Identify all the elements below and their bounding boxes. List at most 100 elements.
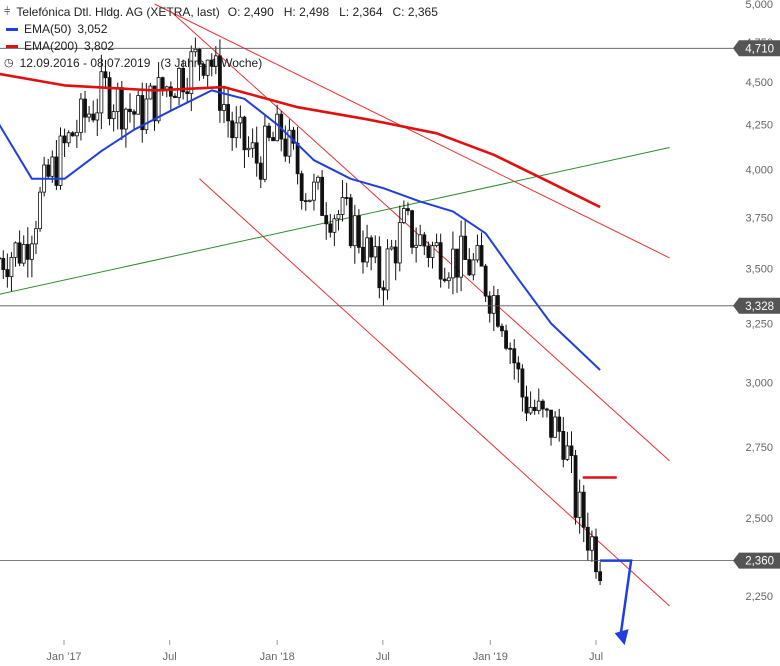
candle-body <box>152 85 157 122</box>
candle-body <box>66 132 71 144</box>
candle-body <box>520 368 525 398</box>
candle-body <box>581 491 586 528</box>
ema200-line <box>0 72 601 209</box>
level-badge-label: 4,710 <box>745 43 774 55</box>
candle-body <box>226 104 230 122</box>
candle-body <box>516 362 521 370</box>
candle-body <box>340 197 345 215</box>
candle <box>95 98 100 137</box>
candle-body <box>189 51 194 94</box>
candle <box>577 479 582 534</box>
candle <box>238 105 243 139</box>
candle-body <box>275 113 280 142</box>
candle <box>316 175 320 190</box>
arrow-head <box>614 629 629 646</box>
candle <box>1 250 6 280</box>
candle-body <box>13 242 18 258</box>
arrow-shaft <box>600 559 633 636</box>
candle <box>528 391 533 416</box>
instrument-name: Telefónica Dtl. Hldg. AG (XETRA, last) <box>16 5 220 19</box>
candle-body <box>262 125 267 180</box>
candle <box>275 104 280 142</box>
candle-body <box>491 295 496 314</box>
candle <box>324 202 329 240</box>
legend-ema50-row: EMA(50) 3,052 <box>4 21 438 38</box>
candle <box>320 170 325 217</box>
candle <box>504 324 508 351</box>
candle <box>168 81 173 112</box>
candle <box>262 113 267 183</box>
candle-body <box>303 200 308 203</box>
candle-body <box>316 176 320 183</box>
candle <box>152 85 157 131</box>
ema50-value: 3,052 <box>77 22 108 36</box>
down-arrow-icon <box>600 559 633 646</box>
candle <box>46 158 51 180</box>
candle <box>422 231 427 256</box>
candle <box>467 248 472 277</box>
candle <box>569 431 574 474</box>
candle <box>218 39 222 123</box>
candle-body <box>365 237 369 263</box>
legend-range-row: ◷ 12.09.2016 - 08.07.2019 (3 Jahre, 1 Wo… <box>4 55 438 72</box>
candle-body <box>324 215 329 225</box>
candle-body <box>144 98 149 131</box>
candle <box>160 76 165 96</box>
candle <box>173 93 177 98</box>
candle-body <box>312 181 316 201</box>
candle <box>549 409 553 446</box>
candle <box>500 323 504 337</box>
candle-body <box>426 245 431 258</box>
candle-body <box>234 122 239 139</box>
candle <box>79 93 83 141</box>
candle <box>352 204 357 264</box>
x-tick-label: Jul <box>163 651 177 663</box>
candle-body <box>540 400 545 410</box>
candle <box>250 128 255 158</box>
candle <box>58 127 63 190</box>
candle <box>438 233 443 288</box>
level-badge-label: 2,360 <box>745 556 774 568</box>
candle <box>87 105 92 123</box>
candle <box>344 182 349 206</box>
y-tick-label: 3,500 <box>745 263 773 275</box>
y-tick-label: 4,000 <box>745 164 773 176</box>
candle <box>365 224 369 268</box>
candle-body <box>291 129 296 144</box>
candle <box>557 408 562 442</box>
candle-body <box>320 176 325 216</box>
candle-body <box>230 120 235 139</box>
candle <box>581 485 586 543</box>
candle-body <box>115 87 120 113</box>
candle <box>508 342 513 365</box>
candle-body <box>95 112 100 121</box>
candle <box>201 62 206 79</box>
candle <box>426 241 431 268</box>
candle <box>406 202 410 216</box>
trend-line-channel-lower <box>199 178 670 607</box>
candle <box>540 399 545 418</box>
x-tick-label: Jul <box>376 651 390 663</box>
candle <box>336 210 341 231</box>
candle-body <box>173 95 177 98</box>
candle <box>111 104 116 132</box>
candle-body <box>242 116 247 151</box>
candle <box>401 200 406 225</box>
candle <box>197 47 202 81</box>
candle-body <box>103 71 108 79</box>
candle-body <box>561 430 566 460</box>
candle <box>136 90 141 115</box>
candle <box>230 111 235 151</box>
candle <box>144 83 149 134</box>
candle-body <box>21 244 26 264</box>
candle-body <box>455 248 459 278</box>
candle-body <box>442 278 447 282</box>
candle-body <box>434 242 439 247</box>
candle <box>242 115 247 168</box>
candle-body <box>495 295 500 327</box>
ema50-label: EMA(50) <box>24 22 72 36</box>
chart-icon: ⫩ <box>4 6 11 18</box>
candle-body <box>479 245 484 267</box>
candle <box>598 562 602 586</box>
